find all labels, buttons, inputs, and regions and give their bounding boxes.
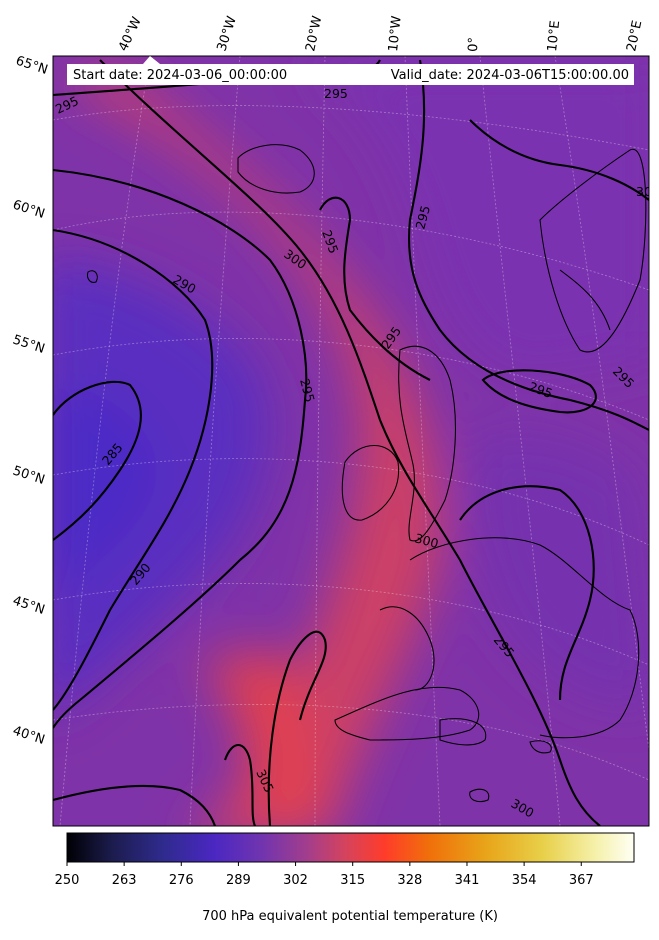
lon-label-10w: 10°W [386, 15, 405, 52]
lon-label-30w: 30°W [215, 14, 240, 53]
lat-label-65n: 65°N [14, 54, 50, 78]
graticule [53, 56, 649, 826]
contour-295-central [319, 196, 431, 381]
lon-label-40w: 40°W [116, 15, 145, 54]
contour-285 [53, 380, 142, 541]
colorbar-tick-label: 276 [169, 873, 194, 888]
map-frame [52, 55, 650, 827]
coastlines [86, 144, 647, 803]
longitude-labels: 40°W 30°W 20°W 10°W 0° 10°E 20°E [116, 14, 645, 53]
colorbar-tick-label: 263 [112, 873, 137, 888]
lon-label-0: 0° [466, 37, 482, 52]
latitude-labels: 65°N 60°N 55°N 50°N 45°N 40°N [11, 54, 50, 748]
temperature-field [53, 60, 649, 826]
colorbar-tick-label: 315 [340, 873, 365, 888]
lat-label-55n: 55°N [11, 333, 47, 357]
contour-label: 295 [324, 86, 348, 101]
contour-label: 295 [297, 377, 318, 404]
colorbar-tick-label: 302 [283, 873, 308, 888]
lat-label-60n: 60°N [11, 198, 47, 222]
colorbar-ticks: 250 263 276 289 302 315 328 341 354 367 [55, 862, 594, 888]
contour-ne [469, 119, 649, 201]
lon-label-20w: 20°W [303, 14, 325, 52]
contour-295-west [53, 168, 308, 729]
contour-300-east [459, 485, 595, 701]
colorbar-tick-label: 367 [569, 873, 594, 888]
colorbar-tick-label: 341 [455, 873, 480, 888]
colorbar-tick-label: 289 [226, 873, 251, 888]
colorbar [66, 832, 635, 863]
map-panel: 295 295 295 300 290 295 295 295 295 295 … [53, 56, 652, 826]
valid-date-label: Valid_date: 2024-03-06T15:00:00.00 [391, 68, 629, 83]
contour-290-west [53, 228, 214, 711]
date-banner [67, 64, 634, 85]
lon-label-20e: 20°E [624, 19, 645, 53]
colorbar-tick-label: 354 [512, 873, 537, 888]
lat-label-50n: 50°N [11, 464, 47, 488]
banner-notch [143, 56, 160, 64]
contour-label: 295 [412, 204, 433, 231]
lat-label-40n: 40°N [11, 724, 47, 748]
colorbar-label: 700 hPa equivalent potential temperature… [202, 909, 498, 924]
contour-305 [224, 743, 256, 826]
contour-sw [53, 784, 216, 826]
start-date-label: Start date: 2024-03-06_00:00:00 [73, 68, 287, 83]
contour-295-loop [481, 369, 597, 414]
colorbar-tick-label: 328 [397, 873, 422, 888]
contour-label: 30 [636, 184, 652, 199]
colorbar-tick-label: 250 [55, 873, 80, 888]
contour-300-south [267, 630, 327, 826]
contour-300-main [99, 59, 601, 826]
lat-label-45n: 45°N [11, 594, 47, 618]
contour-label: 300 [413, 530, 440, 551]
lon-label-10e: 10°E [545, 20, 563, 53]
